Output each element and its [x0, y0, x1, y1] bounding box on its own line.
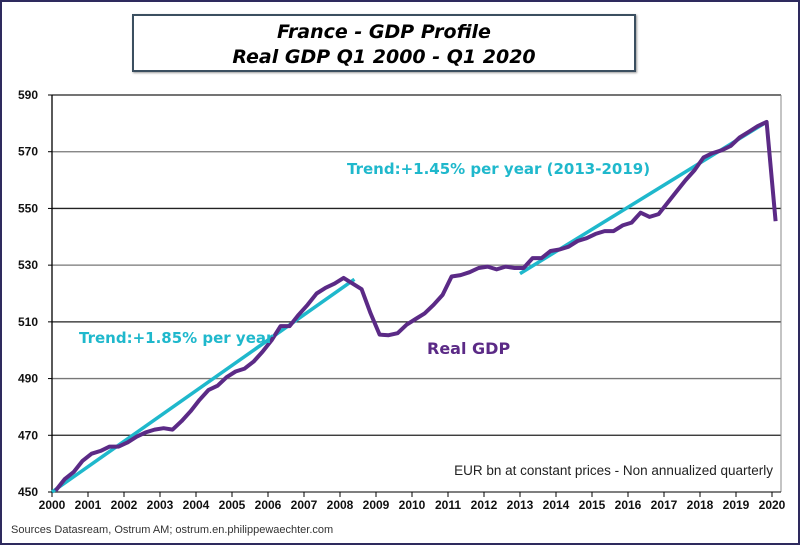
trend-label-2: Trend:+1.45% per year (2013-2019) [347, 160, 650, 178]
y-tick-label: 490 [18, 372, 38, 386]
x-tick-label: 2016 [615, 498, 642, 512]
x-tick-label: 2014 [543, 498, 570, 512]
x-tick-label: 2019 [723, 498, 750, 512]
y-tick-label: 550 [18, 201, 38, 215]
x-tick-label: 2002 [111, 498, 138, 512]
x-tick-label: 2010 [399, 498, 426, 512]
x-tick-label: 2013 [507, 498, 534, 512]
y-tick-label: 530 [18, 258, 38, 272]
trend-label-1: Trend:+1.85% per year [79, 329, 274, 347]
x-tick-label: 2003 [147, 498, 174, 512]
x-tick-label: 2001 [75, 498, 102, 512]
x-tick-label: 2006 [255, 498, 282, 512]
x-tick-label: 2011 [435, 498, 461, 512]
x-tick-label: 2000 [39, 498, 66, 512]
trend-line-1 [50, 277, 356, 494]
x-tick-label: 2008 [327, 498, 354, 512]
y-tick-label: 470 [18, 428, 38, 442]
x-tick-label: 2020 [759, 498, 786, 512]
chart-subtitle: Real GDP Q1 2000 - Q1 2020 [232, 46, 536, 68]
y-tick-label: 590 [18, 88, 38, 102]
x-tick-label: 2018 [687, 498, 714, 512]
x-tick-label: 2017 [651, 498, 678, 512]
x-tick-label: 2005 [219, 498, 246, 512]
series-label-real-gdp: Real GDP [427, 339, 510, 358]
x-tick-label: 2004 [183, 498, 210, 512]
y-tick-label: 450 [18, 485, 38, 499]
y-tick-label: 570 [18, 145, 38, 159]
x-tick-label: 2007 [291, 498, 318, 512]
source-note: Sources Datasream, Ostrum AM; ostrum.en.… [11, 524, 334, 536]
x-tick-label: 2015 [579, 498, 606, 512]
y-tick-label: 510 [18, 315, 38, 329]
x-tick-label: 2012 [471, 498, 498, 512]
chart-title: France - GDP Profile [277, 21, 491, 43]
series-line-real-gdp [54, 119, 778, 492]
x-tick-label: 2009 [363, 498, 390, 512]
title-box: France - GDP Profile Real GDP Q1 2000 - … [132, 14, 636, 72]
unit-note: EUR bn at constant prices - Non annualiz… [454, 463, 773, 478]
